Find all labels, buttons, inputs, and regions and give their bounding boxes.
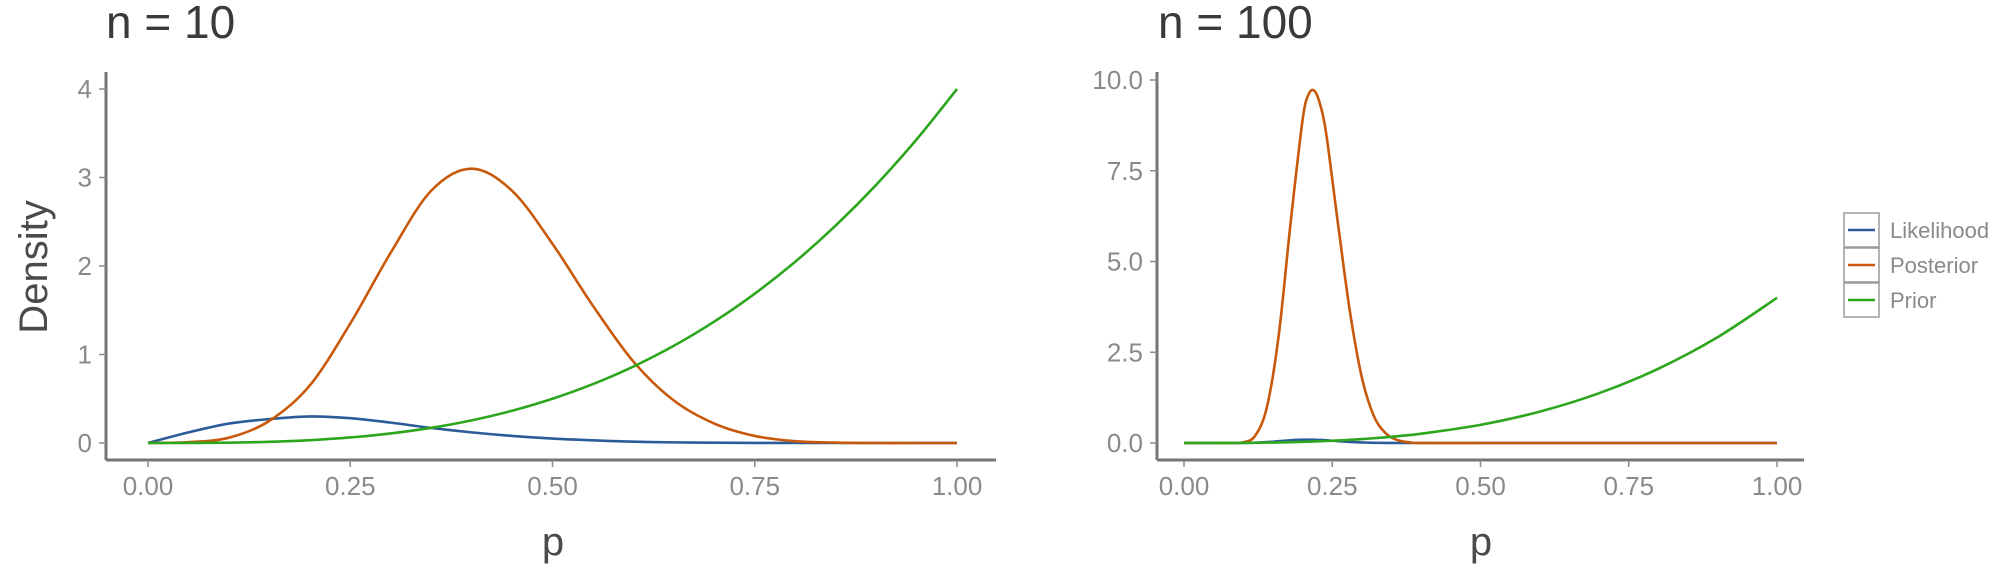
ticks: 0.00 0.25 0.50 0.75 1.00 0 1 2 3 4 bbox=[78, 74, 983, 501]
y-tick-label: 10.0 bbox=[1092, 65, 1143, 95]
legend-label: Prior bbox=[1890, 288, 1936, 313]
x-axis-title: p bbox=[1470, 520, 1492, 564]
panel-title: n = 10 bbox=[106, 0, 235, 48]
y-tick-label: 2.5 bbox=[1107, 337, 1143, 367]
panel-n100: n = 100 p 0.00 0.25 0.50 0.75 1.00 0.0 2.5 5.0 7… bbox=[1092, 0, 1804, 564]
y-tick-label: 3 bbox=[78, 163, 92, 193]
legend-item-posterior: Posterior bbox=[1843, 247, 1978, 283]
x-tick-label: 0.25 bbox=[325, 471, 376, 501]
legend-label: Posterior bbox=[1890, 253, 1978, 278]
y-tick-label: 0 bbox=[78, 428, 92, 458]
x-tick-label: 0.75 bbox=[1603, 471, 1654, 501]
x-tick-label: 0.00 bbox=[1159, 471, 1210, 501]
x-tick-label: 0.75 bbox=[729, 471, 780, 501]
y-tick-label: 4 bbox=[78, 74, 92, 104]
legend: Likelihood Posterior Prior bbox=[1843, 212, 1989, 318]
x-tick-label: 0.50 bbox=[1455, 471, 1506, 501]
y-tick-label: 0.0 bbox=[1107, 428, 1143, 458]
series-lines bbox=[1183, 88, 1778, 445]
legend-label: Likelihood bbox=[1890, 218, 1989, 243]
y-tick-label: 2 bbox=[78, 251, 92, 281]
x-tick-label: 0.25 bbox=[1307, 471, 1358, 501]
series-prior-line bbox=[1183, 296, 1778, 445]
series-lines bbox=[147, 88, 959, 445]
ticks: 0.00 0.25 0.50 0.75 1.00 0.0 2.5 5.0 7.5 10.0 bbox=[1092, 65, 1802, 501]
y-tick-label: 7.5 bbox=[1107, 156, 1143, 186]
legend-item-prior: Prior bbox=[1843, 282, 1936, 318]
x-axis-title: p bbox=[542, 520, 564, 564]
series-posterior-line bbox=[147, 167, 957, 445]
series-prior-line bbox=[147, 88, 959, 445]
y-tick-label: 5.0 bbox=[1107, 247, 1143, 277]
y-axis-title: Density bbox=[12, 200, 56, 333]
axes bbox=[1155, 72, 1804, 462]
x-tick-label: 0.00 bbox=[123, 471, 174, 501]
series-posterior-line bbox=[1184, 88, 1777, 445]
axes bbox=[104, 72, 996, 462]
x-tick-label: 1.00 bbox=[932, 471, 983, 501]
x-tick-label: 0.50 bbox=[527, 471, 578, 501]
legend-item-likelihood: Likelihood bbox=[1843, 212, 1989, 248]
panel-n10: n = 10 Density p 0.00 0.25 0.50 0.75 1.00 0 1 2… bbox=[12, 0, 996, 564]
y-tick-label: 1 bbox=[78, 340, 92, 370]
panel-title: n = 100 bbox=[1158, 0, 1313, 48]
x-tick-label: 1.00 bbox=[1752, 471, 1803, 501]
